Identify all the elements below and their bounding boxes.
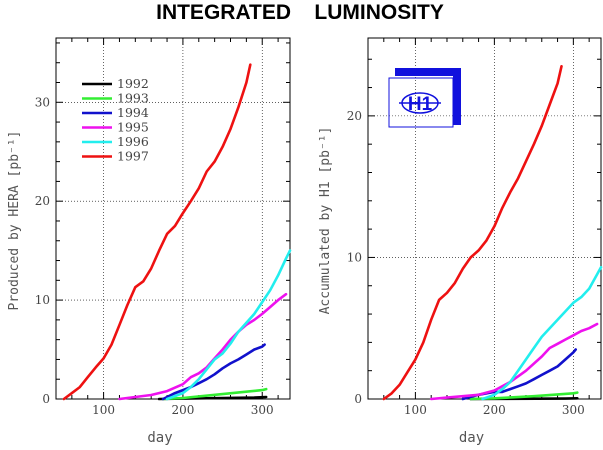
- y-tick-label: 20: [347, 109, 362, 123]
- logo-bar-top: [395, 68, 461, 76]
- logo-text: H1: [408, 94, 433, 115]
- legend-label-1992: 1992: [117, 76, 149, 91]
- x-tick-label: 100: [404, 403, 427, 417]
- legend-label-1995: 1995: [117, 120, 149, 135]
- logo-frame: [388, 77, 454, 128]
- x-tick-label: 200: [171, 403, 194, 417]
- y-tick-label: 0: [42, 392, 50, 406]
- legend-label-1997: 1997: [117, 149, 149, 164]
- y-tick-label: 20: [35, 194, 50, 208]
- logo-bar-right: [453, 68, 461, 125]
- series-line-1993: [161, 387, 268, 401]
- figure-title: INTEGRATED LUMINOSITY: [156, 1, 444, 24]
- x-tick-label: 200: [483, 403, 506, 417]
- series-line-1996: [165, 249, 292, 401]
- x-tick-label: 100: [92, 403, 115, 417]
- y-tick-label: 30: [35, 95, 50, 109]
- legend-label-1996: 1996: [117, 134, 149, 149]
- plot-frame: [367, 37, 602, 400]
- legend-label-1993: 1993: [117, 91, 149, 106]
- y-tick-label: 10: [347, 250, 362, 264]
- legend-label-1994: 1994: [117, 105, 149, 120]
- series-line-1994: [161, 343, 266, 401]
- panel-produced-by-hera: 100 200 300 0 10 20 30 day Produced by HERA [pb⁻…: [7, 37, 292, 446]
- x-axis-label: day: [459, 430, 484, 446]
- x-tick-label: 300: [251, 403, 274, 417]
- series-line-1995: [429, 322, 599, 401]
- y-tick-label: 10: [35, 293, 50, 307]
- y-axis-label: Accumulated by H1 [pb⁻¹]: [318, 127, 333, 315]
- series-line-1996: [481, 265, 603, 401]
- h1-logo: H1: [388, 68, 461, 128]
- panel-accumulated-by-h1: 100 200 300 0 10 20 day Accumulated by H1 [pb⁻¹…: [318, 37, 603, 446]
- plot-frame: [55, 37, 291, 400]
- y-axis-label: Produced by HERA [pb⁻¹]: [7, 130, 22, 310]
- series-line-1995: [118, 292, 288, 401]
- series-line-1997: [382, 65, 563, 401]
- x-axis-label: day: [147, 430, 172, 446]
- x-tick-label: 300: [562, 403, 585, 417]
- y-tick-label: 0: [354, 392, 362, 406]
- series-line-1997: [62, 63, 252, 401]
